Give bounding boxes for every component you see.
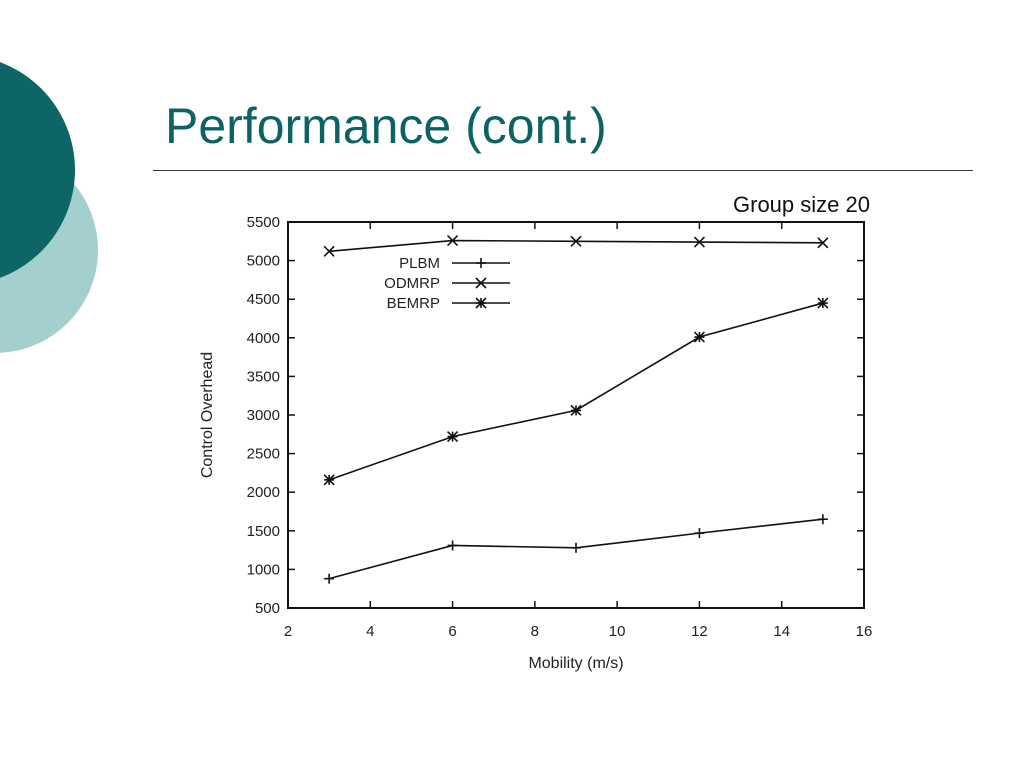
data-point-bemrp [323, 474, 335, 486]
data-point-odmrp [693, 236, 705, 248]
data-point-plbm [817, 514, 828, 525]
axis-ticks [287, 221, 865, 609]
legend-marker [475, 277, 487, 289]
x-tick-label: 6 [448, 623, 456, 640]
x-tick-label: 16 [856, 623, 873, 640]
x-axis-label: Mobility (m/s) [528, 655, 623, 672]
y-tick-label: 1500 [247, 523, 280, 540]
x-tick-label: 12 [691, 623, 708, 640]
x-tick-label: 4 [366, 623, 374, 640]
x-tick-label: 10 [609, 623, 626, 640]
legend-entry-odmrp: ODMRP [384, 275, 510, 292]
tick-labels: 2 4 6 8 10 12 14 16 500 1000 1500 2000 2500 3000 3500 4… [247, 214, 873, 640]
series-line-bemrp [328, 302, 824, 481]
y-tick-label: 3000 [247, 407, 280, 424]
x-tick-label: 2 [284, 623, 292, 640]
y-tick-label: 5000 [247, 253, 280, 270]
data-point-bemrp [817, 297, 829, 309]
series-plbm [324, 514, 828, 584]
y-tick-label: 5500 [247, 214, 280, 231]
y-tick-label: 1000 [247, 561, 280, 578]
data-point-odmrp [323, 245, 335, 257]
chart-caption: Group size 20 [733, 192, 870, 217]
legend-marker [475, 297, 487, 309]
legend-marker [476, 258, 486, 268]
series-bemrp [323, 297, 829, 486]
data-point-bemrp [570, 404, 582, 416]
data-point-bemrp [693, 331, 705, 343]
data-point-odmrp [447, 234, 459, 247]
y-tick-label: 2500 [247, 446, 280, 463]
legend-label: BEMRP [387, 295, 440, 312]
data-point-plbm [447, 540, 458, 551]
data-point-bemrp [447, 431, 459, 443]
y-axis-label: Control Overhead [199, 352, 216, 478]
x-tick-label: 8 [531, 623, 539, 640]
y-tick-label: 500 [255, 600, 280, 617]
data-point-plbm [324, 573, 335, 584]
data-point-odmrp [817, 237, 829, 249]
slide-title: Performance (cont.) [165, 98, 607, 154]
title-divider [153, 170, 973, 171]
legend-label: PLBM [399, 255, 440, 272]
data-point-odmrp [570, 235, 582, 247]
y-tick-label: 4500 [247, 291, 280, 308]
y-tick-label: 3500 [247, 368, 280, 385]
data-point-plbm [571, 542, 581, 553]
legend-label: ODMRP [384, 275, 440, 292]
y-tick-label: 4000 [247, 330, 280, 347]
series-layer [323, 234, 829, 584]
series-odmrp [323, 234, 829, 257]
legend-entry-bemrp: BEMRP [387, 295, 510, 312]
data-point-plbm [694, 528, 705, 539]
dark-teal-circle [0, 62, 75, 278]
x-tick-label: 14 [773, 623, 790, 640]
y-tick-label: 2000 [247, 484, 280, 501]
legend-entry-plbm: PLBM [399, 255, 510, 272]
legend: PLBM ODMRP BEMRP [384, 255, 510, 312]
